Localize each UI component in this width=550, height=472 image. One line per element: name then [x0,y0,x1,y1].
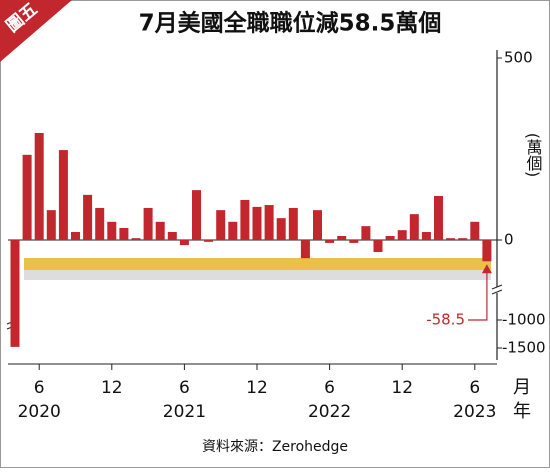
bar [228,221,238,240]
bar [34,132,44,240]
bar [470,221,480,240]
x-tick-label: 12 [246,378,268,398]
decor-band [24,258,491,270]
bar [409,214,419,240]
bar [143,207,153,240]
chart-title: 7月美國全職職位減58.5萬個 [139,10,442,37]
bar [313,210,322,240]
bar [155,221,165,240]
bar [240,199,250,240]
x-year-label: 2023 [453,402,496,422]
x-tick-label: 6 [34,378,45,398]
x-tick-label: 12 [101,378,123,398]
bar [325,240,335,243]
x-tick-label: 6 [324,378,335,398]
bar [192,190,201,240]
x-year-label: 年 [513,401,531,422]
annotation: -58.5 [426,311,465,329]
axis-break-gap [492,287,502,293]
bar [421,231,431,240]
bar [397,230,407,240]
bar [119,227,129,240]
bar [252,206,262,240]
y-tick-label: 0 [504,231,514,249]
bar [216,210,226,240]
x-tick-label: 6 [179,378,190,398]
x-year-label: 2021 [163,402,206,422]
bar [22,154,32,240]
axis-break [491,289,503,295]
bar [434,195,443,240]
bar [71,231,80,240]
decor-band-shadow [24,270,491,280]
y-tick-label: 500 [504,49,533,67]
bar [276,218,286,240]
bar [107,221,117,240]
annotation-arrowhead [481,264,492,274]
bar [179,240,189,246]
source: 資料來源：Zerohedge [202,439,348,455]
bar [10,240,20,347]
bar [349,240,359,243]
bar [83,194,93,240]
bar [361,226,371,240]
bar [337,235,347,240]
bar [264,205,274,240]
bar [385,235,395,240]
x-tick-label: 12 [391,378,413,398]
x-year-label: 2022 [308,402,351,422]
y-tick-label: -1500 [502,339,546,357]
bar [482,240,492,262]
bar [300,240,310,259]
bar [131,238,141,240]
x-year-label: 2020 [18,402,61,422]
y-axis-label: (萬個) [524,133,543,177]
bar [46,210,56,240]
bar [95,207,105,240]
annotation-arrow [468,269,488,321]
badge-bg [0,0,72,62]
bar [458,238,468,240]
x-tick-label: 6 [469,378,480,398]
bar [167,231,177,240]
axis-break [491,284,503,290]
bar [373,240,383,253]
bar [58,150,68,240]
x-month-label: 月 [513,377,531,398]
bar [288,207,298,240]
y-tick-label: -1000 [502,311,546,329]
bar [446,238,456,240]
bar [204,240,214,242]
